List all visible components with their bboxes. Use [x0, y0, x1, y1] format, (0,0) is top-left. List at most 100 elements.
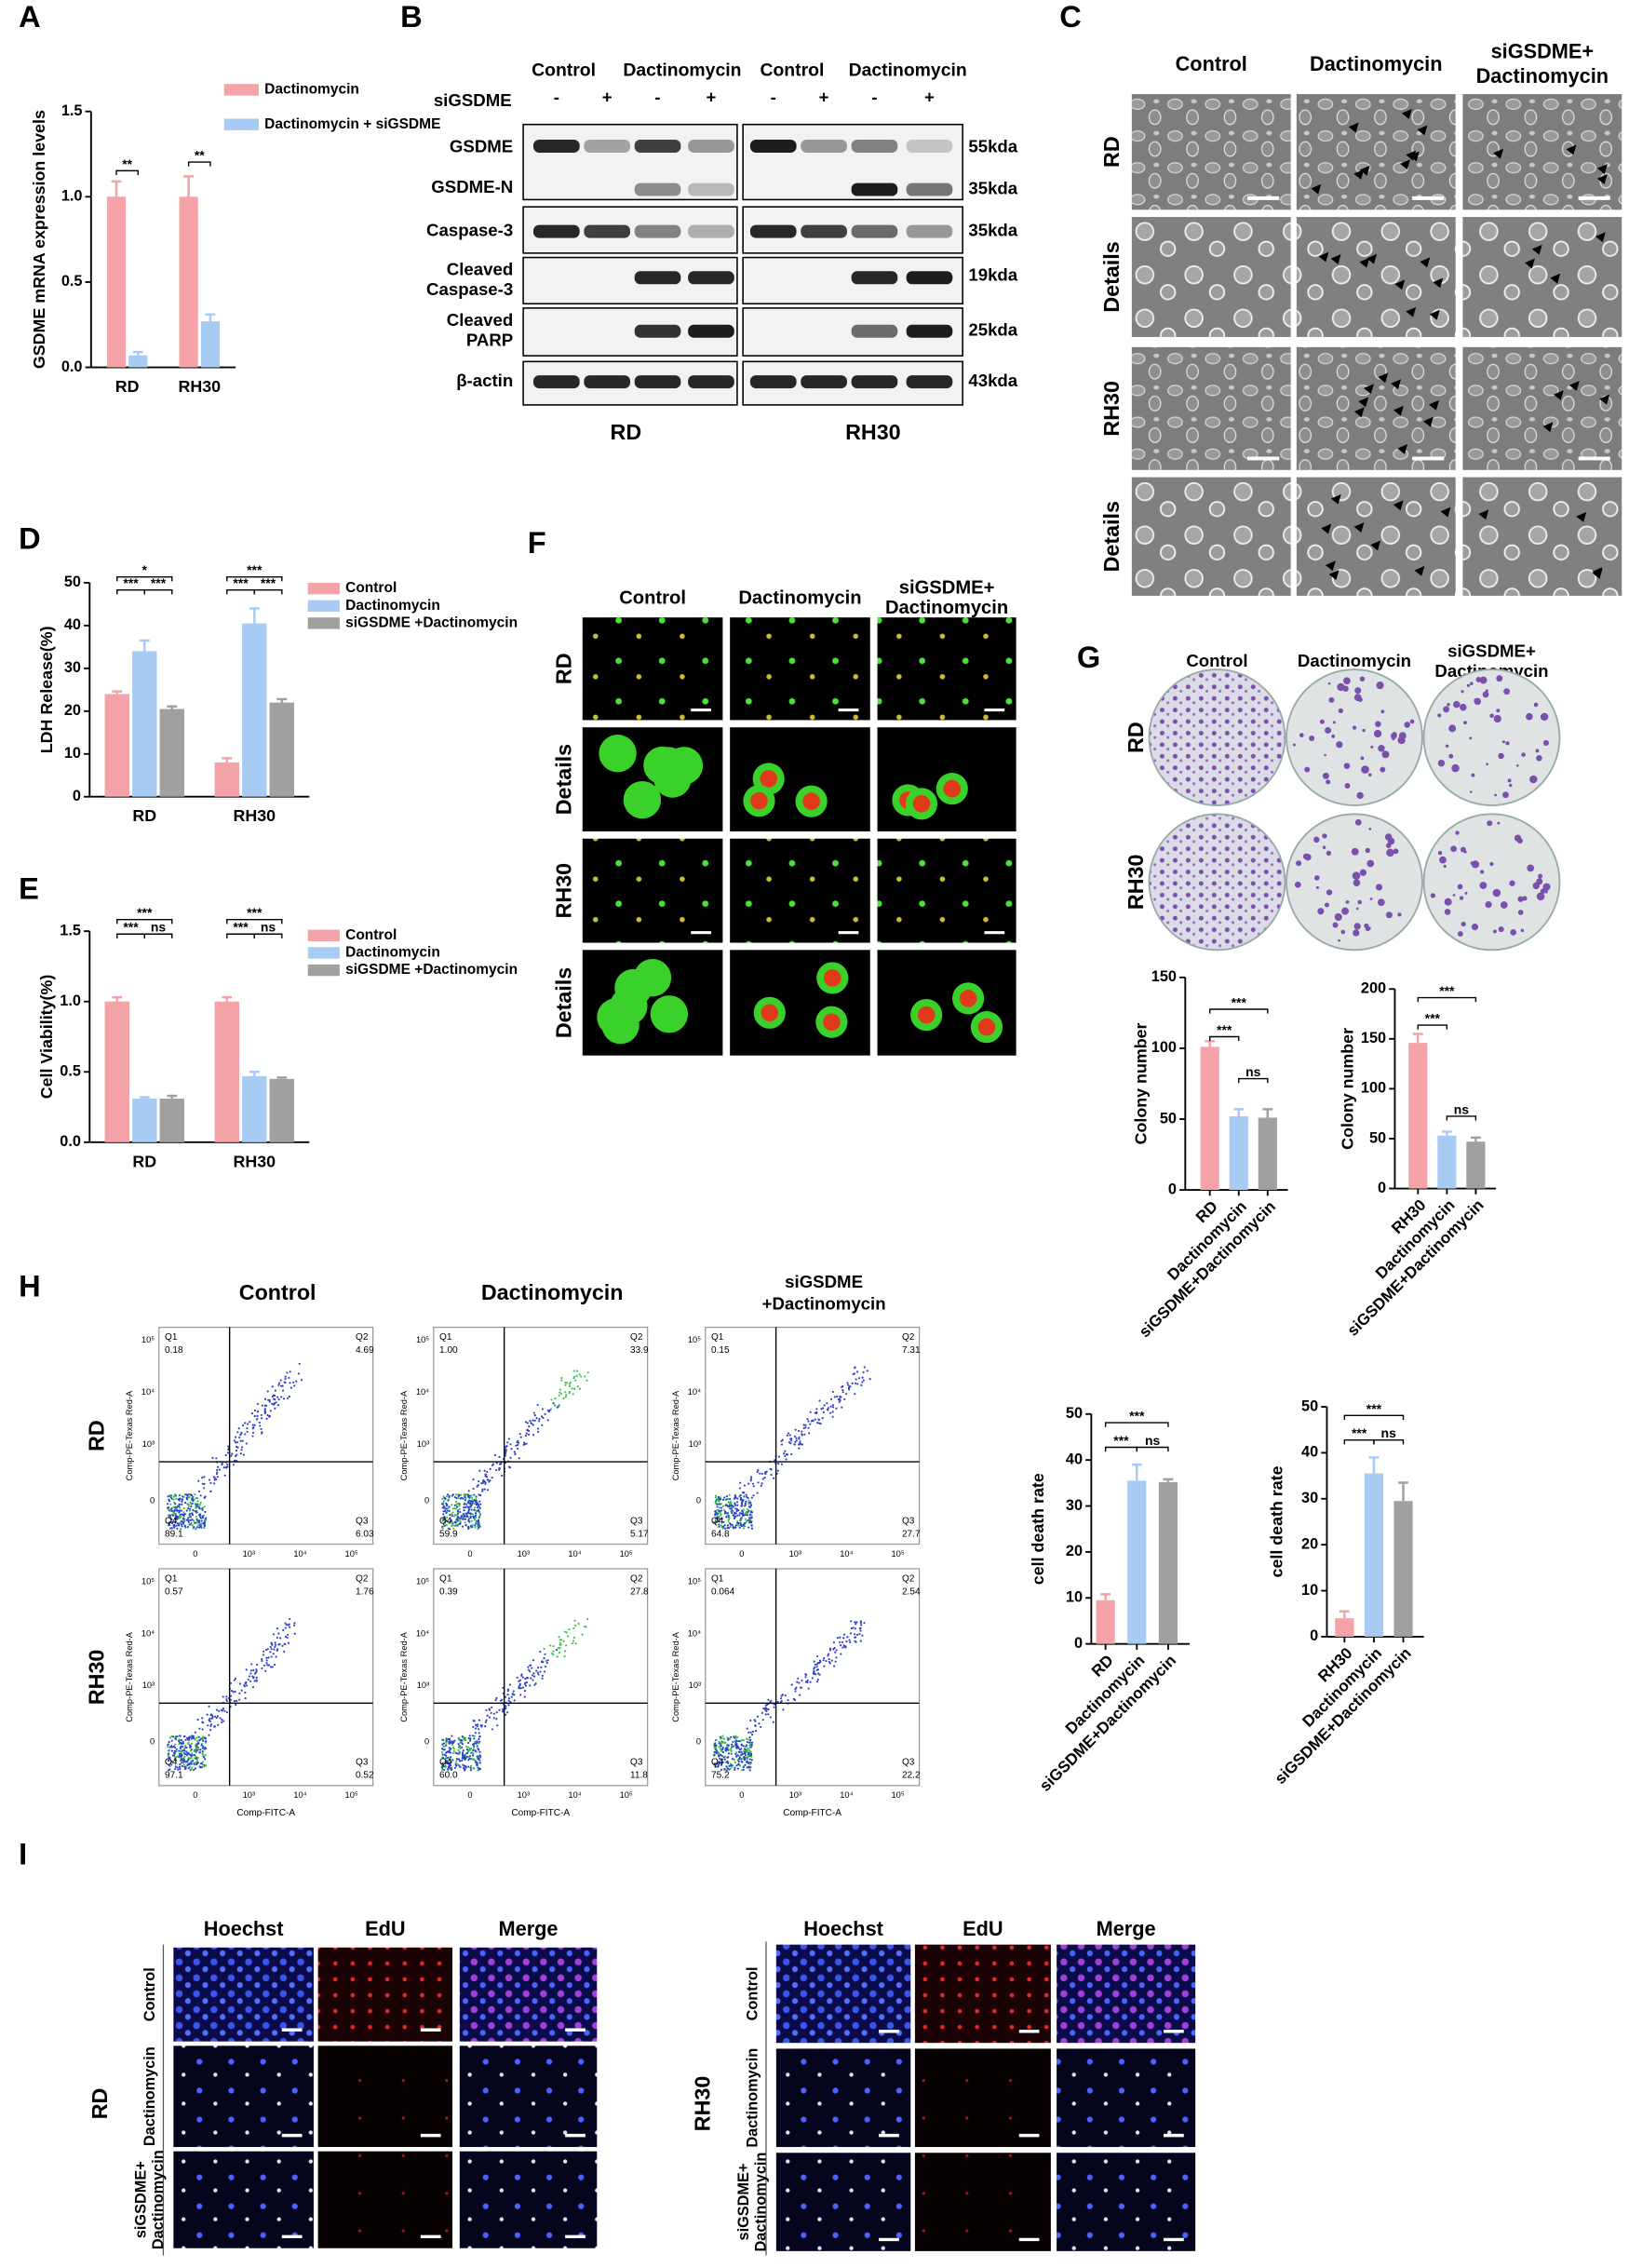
flow-event: [727, 1527, 731, 1530]
flow-event: [444, 1745, 447, 1748]
flow-event: [204, 1754, 207, 1757]
flow-event: [747, 1755, 749, 1759]
flow-event: [829, 1411, 832, 1414]
flow-event: [203, 1520, 207, 1523]
flow-event: [816, 1421, 819, 1424]
flow-event: [176, 1755, 179, 1758]
flow-event: [807, 1687, 810, 1690]
flow-event: [204, 1737, 208, 1740]
flow-event: [238, 1692, 241, 1694]
flow-event: [477, 1504, 480, 1506]
arrowhead: [1370, 540, 1381, 551]
flow-event: [216, 1476, 219, 1478]
colony: [1460, 703, 1467, 711]
y-tick-label: 10⁴: [688, 1387, 701, 1397]
flow-event: [793, 1435, 797, 1438]
legend-swatch: [307, 964, 340, 977]
flow-event: [197, 1490, 201, 1493]
flow-event: [209, 1723, 213, 1726]
nucleus: [912, 794, 931, 813]
flow-event: [814, 1666, 816, 1668]
colony: [1469, 682, 1474, 685]
flow-event: [580, 1375, 583, 1378]
colony: [1338, 938, 1340, 942]
panel-letter: E: [19, 871, 39, 905]
flow-event: [487, 1489, 490, 1492]
flow-event: [746, 1740, 748, 1744]
blot-band: [634, 139, 681, 153]
flow-event: [726, 1769, 729, 1772]
colony: [1304, 766, 1311, 773]
significance-bracket: [253, 933, 283, 938]
flow-event: [719, 1757, 721, 1761]
flow-event: [742, 1527, 745, 1530]
flow-event: [465, 1755, 468, 1758]
flow-event: [445, 1760, 449, 1762]
flow-event: [814, 1663, 816, 1666]
error-bar: [1398, 1481, 1408, 1502]
flow-event: [183, 1749, 186, 1752]
flow-event: [174, 1519, 177, 1522]
flow-event: [198, 1515, 201, 1519]
flow-event: [726, 1524, 730, 1527]
x-tick-label: RD: [132, 1152, 156, 1170]
flow-event: [583, 1625, 586, 1628]
blot-band: [634, 375, 681, 389]
flow-event: [784, 1450, 787, 1452]
flow-event: [798, 1438, 801, 1440]
flow-event: [204, 1740, 208, 1743]
flow-event: [728, 1501, 731, 1505]
flow-event: [174, 1765, 177, 1768]
flow-event: [749, 1738, 752, 1742]
flow-event: [784, 1694, 787, 1697]
flow-event: [835, 1407, 838, 1410]
fluorescence-image: [877, 838, 1016, 943]
quadrant-percent: 0.064: [711, 1586, 735, 1597]
flow-event: [734, 1768, 736, 1771]
arrowhead: [1568, 381, 1580, 391]
flow-event: [471, 1501, 475, 1505]
flow-event: [279, 1637, 282, 1640]
colony: [1354, 687, 1362, 695]
flow-event: [461, 1751, 464, 1754]
flow-event: [552, 1644, 555, 1648]
flow-event: [256, 1402, 260, 1405]
flow-event: [750, 1755, 753, 1758]
flow-event: [184, 1738, 187, 1741]
blot-band: [851, 324, 898, 338]
flow-event: [839, 1644, 842, 1647]
flow-event: [471, 1523, 474, 1527]
colony: [1364, 923, 1369, 929]
colony: [1343, 677, 1351, 685]
arrowhead: [1394, 279, 1406, 290]
row-label: RH30: [1124, 855, 1148, 911]
flow-event: [736, 1735, 739, 1738]
flow-event: [858, 1627, 861, 1630]
flow-event: [828, 1653, 830, 1655]
colony: [1501, 740, 1505, 744]
flow-event: [457, 1493, 460, 1496]
flow-event: [193, 1753, 196, 1757]
flow-event: [464, 1521, 466, 1524]
flow-event: [760, 1484, 762, 1487]
colony: [1479, 676, 1488, 684]
flow-event: [199, 1737, 202, 1740]
significance-bracket: [1417, 1024, 1448, 1030]
flow-event: [832, 1641, 836, 1644]
row-label: RH30: [1099, 381, 1124, 437]
y-tick-label: 10⁵: [141, 1576, 155, 1586]
flow-event: [721, 1735, 724, 1737]
flow-event: [486, 1714, 489, 1717]
flow-event: [795, 1437, 798, 1439]
flow-event: [200, 1507, 203, 1510]
y-tick-label: 10⁵: [688, 1335, 701, 1344]
column-header: Dactinomycin: [1310, 52, 1442, 75]
flow-event: [182, 1742, 185, 1745]
flow-event: [737, 1750, 741, 1753]
blot-band: [906, 139, 953, 153]
legend-label: Dactinomycin: [264, 82, 359, 98]
flow-event: [203, 1765, 206, 1768]
flow-event: [747, 1738, 750, 1741]
flow-event: [836, 1395, 839, 1398]
flow-event: [792, 1697, 795, 1700]
